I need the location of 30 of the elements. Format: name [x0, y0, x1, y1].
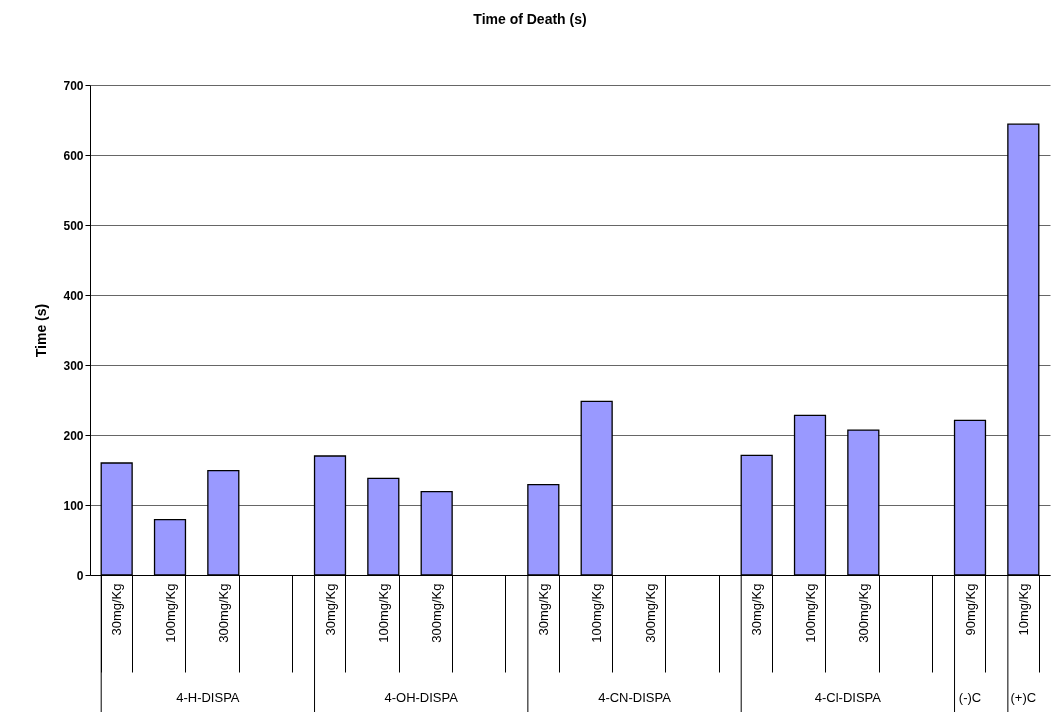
- x-tick-label: 300mg/Kg: [855, 583, 871, 643]
- y-tick-label: 0: [76, 568, 84, 583]
- x-tick-label: 10mg/Kg: [1015, 583, 1031, 636]
- x-tick-label: 30mg/Kg: [322, 583, 338, 636]
- x-tick-label: 100mg/Kg: [802, 583, 818, 643]
- x-tick-label: 30mg/Kg: [749, 583, 765, 636]
- x-tick-label: 100mg/Kg: [375, 583, 391, 643]
- x-tick-label: 300mg/Kg: [429, 583, 445, 643]
- text: (+)C: [1010, 690, 1037, 705]
- x-tick-label: 90mg/Kg: [962, 583, 978, 636]
- x-tick-label: 30mg/Kg: [109, 583, 125, 636]
- text: 4-CN-DISPA: [598, 690, 672, 705]
- text: (-)C: [958, 690, 982, 705]
- text: 4-H-DISPA: [176, 690, 240, 705]
- y-tick-label: 200: [63, 428, 84, 443]
- text: 4-Cl-DISPA: [814, 690, 882, 705]
- chart-title: Time of Death (s): [473, 11, 587, 27]
- y-tick-label: 300: [63, 358, 84, 373]
- x-tick-label: 30mg/Kg: [535, 583, 551, 636]
- y-tick-label: 100: [63, 498, 84, 513]
- x-tick-label: 300mg/Kg: [642, 583, 658, 643]
- x-tick-label: 100mg/Kg: [162, 583, 178, 643]
- y-tick-label: 600: [63, 148, 84, 163]
- y-tick-label: 700: [63, 78, 84, 93]
- y-tick-label: 500: [63, 218, 84, 233]
- text: 4-OH-DISPA: [384, 690, 459, 705]
- x-tick-label: 100mg/Kg: [589, 583, 605, 643]
- y-axis-title: Time (s): [33, 303, 50, 358]
- x-tick-label: 300mg/Kg: [215, 583, 231, 643]
- y-tick-label: 400: [63, 288, 84, 303]
